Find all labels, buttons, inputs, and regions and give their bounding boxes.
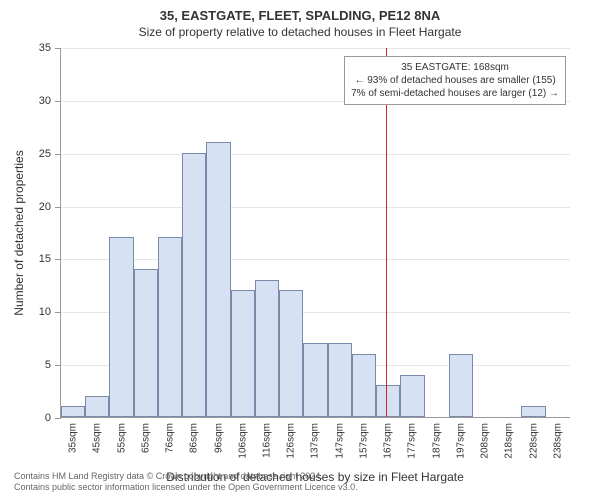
xtick-label: 228sqm <box>528 423 539 459</box>
bar <box>61 406 85 417</box>
xtick-label: 157sqm <box>358 423 369 459</box>
bar-slot: 45sqm <box>85 48 109 417</box>
xtick-label: 147sqm <box>334 423 345 459</box>
bar-slot: 86sqm <box>182 48 206 417</box>
ytick-label: 15 <box>39 253 51 265</box>
figure: 35, EASTGATE, FLEET, SPALDING, PE12 8NA … <box>0 0 600 500</box>
xtick-label: 238sqm <box>552 423 563 459</box>
ytick-label: 20 <box>39 201 51 213</box>
title: 35, EASTGATE, FLEET, SPALDING, PE12 8NA <box>0 0 600 23</box>
bar-slot: 106sqm <box>231 48 255 417</box>
ytick-label: 25 <box>39 148 51 160</box>
annotation-line-3: 7% of semi-detached houses are larger (1… <box>351 87 559 100</box>
bar <box>400 375 424 417</box>
credits-line-1: Contains HM Land Registry data © Crown c… <box>14 471 358 483</box>
bar <box>158 237 182 417</box>
bar-slot: 35sqm <box>61 48 85 417</box>
annotation-line-1: 35 EASTGATE: 168sqm <box>351 61 559 74</box>
bar-slot: 126sqm <box>279 48 303 417</box>
bar <box>109 237 133 417</box>
y-axis-label: Number of detached properties <box>12 150 26 315</box>
xtick-label: 76sqm <box>165 423 176 453</box>
xtick-label: 167sqm <box>383 423 394 459</box>
bar <box>182 153 206 417</box>
xtick-label: 96sqm <box>213 423 224 453</box>
bar <box>521 406 545 417</box>
bar-slot: 96sqm <box>206 48 230 417</box>
ytick-label: 30 <box>39 95 51 107</box>
xtick-label: 45sqm <box>92 423 103 453</box>
bar <box>134 269 158 417</box>
xtick-label: 208sqm <box>480 423 491 459</box>
ytick-label: 10 <box>39 306 51 318</box>
xtick-label: 35sqm <box>68 423 79 453</box>
bar <box>255 280 279 417</box>
xtick-label: 126sqm <box>286 423 297 459</box>
bar <box>279 290 303 417</box>
xtick-label: 55sqm <box>116 423 127 453</box>
ytick <box>55 418 61 419</box>
ytick-label: 0 <box>45 412 51 424</box>
xtick-label: 106sqm <box>237 423 248 459</box>
subtitle: Size of property relative to detached ho… <box>0 23 600 43</box>
annotation-box: 35 EASTGATE: 168sqm ← 93% of detached ho… <box>344 56 566 105</box>
xtick-label: 116sqm <box>261 423 272 458</box>
bar <box>376 385 400 417</box>
xtick-label: 65sqm <box>140 423 151 453</box>
bar-slot: 116sqm <box>255 48 279 417</box>
ytick-label: 5 <box>45 359 51 371</box>
xtick-label: 86sqm <box>189 423 200 453</box>
bar <box>303 343 327 417</box>
bar-slot: 55sqm <box>109 48 133 417</box>
plot-area: 05101520253035 35sqm45sqm55sqm65sqm76sqm… <box>60 48 570 418</box>
bar <box>449 354 473 417</box>
credits-line-2: Contains public sector information licen… <box>14 482 358 494</box>
xtick-label: 187sqm <box>431 423 442 459</box>
bar-slot: 137sqm <box>303 48 327 417</box>
bar <box>85 396 109 417</box>
xtick-label: 137sqm <box>310 423 321 459</box>
bar-slot: 76sqm <box>158 48 182 417</box>
xtick-label: 197sqm <box>455 423 466 459</box>
annotation-line-2: ← 93% of detached houses are smaller (15… <box>351 74 559 87</box>
xtick-label: 177sqm <box>407 423 418 459</box>
chart: 05101520253035 35sqm45sqm55sqm65sqm76sqm… <box>60 48 570 418</box>
bar <box>206 142 230 417</box>
bar-slot: 65sqm <box>134 48 158 417</box>
bar <box>352 354 376 417</box>
bar <box>231 290 255 417</box>
bar <box>328 343 352 417</box>
xtick-label: 218sqm <box>504 423 515 459</box>
ytick-label: 35 <box>39 42 51 54</box>
credits: Contains HM Land Registry data © Crown c… <box>14 471 358 494</box>
